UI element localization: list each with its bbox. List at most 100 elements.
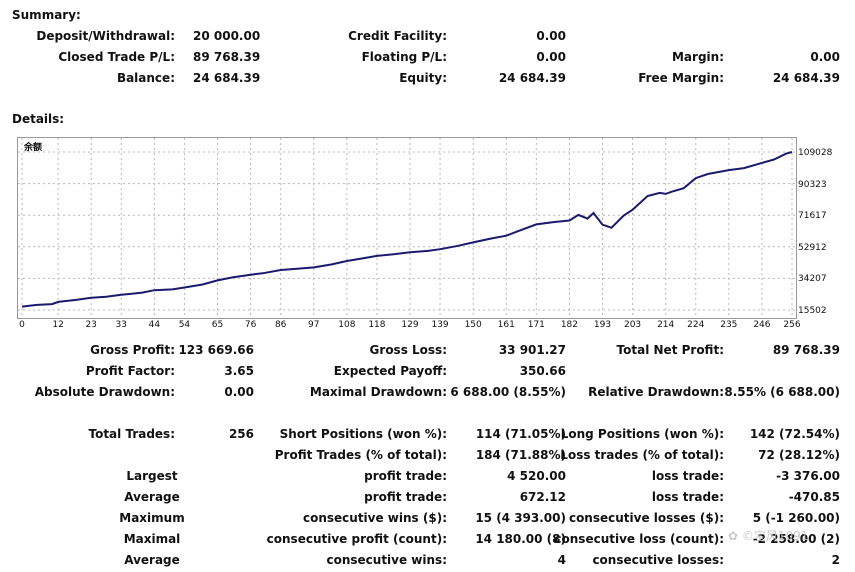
- details-label: Total Net Profit:: [616, 343, 724, 357]
- details-label: profit trade:: [364, 490, 447, 504]
- details-value: 15 (4 393.00): [475, 511, 566, 525]
- x-tick-label: 0: [19, 320, 25, 330]
- details-value: 184 (71.88%): [475, 448, 566, 462]
- x-tick-label: 54: [178, 320, 191, 330]
- details-value: 2: [831, 553, 840, 567]
- details-value: 8.55% (6 688.00): [724, 385, 840, 399]
- y-tick-label: 71617: [798, 211, 827, 222]
- x-tick-label: 65: [211, 320, 224, 330]
- x-tick-label: 246: [753, 320, 771, 330]
- details-value: 4 520.00: [507, 469, 566, 483]
- details-label: loss trade:: [651, 490, 724, 504]
- details-label: Short Positions (won %):: [279, 427, 447, 441]
- x-tick-label: 139: [431, 320, 449, 330]
- summary-value: 0.00: [810, 50, 840, 64]
- details-label: Expected Payoff:: [333, 364, 447, 378]
- details-label: Gross Profit:: [90, 343, 175, 357]
- summary-value: 0.00: [536, 50, 566, 64]
- details-label: consecutive losses:: [592, 553, 724, 567]
- details-label: loss trade:: [651, 469, 724, 483]
- details-label: consecutive losses ($):: [568, 511, 724, 525]
- details-title: Details:: [12, 112, 65, 126]
- details-label: Profit Trades (% of total):: [274, 448, 447, 462]
- details-row-label: Maximum: [119, 511, 185, 525]
- details-row-label: Average: [124, 553, 180, 567]
- x-tick-label: 44: [148, 320, 161, 330]
- summary-value: 24 684.39: [772, 71, 840, 85]
- details-label: Gross Loss:: [369, 343, 447, 357]
- x-tick-label: 150: [464, 320, 482, 330]
- summary-label: Closed Trade P/L:: [58, 50, 175, 64]
- details-value: 5 (-1 260.00): [752, 511, 840, 525]
- x-tick-label: 129: [401, 320, 419, 330]
- details-value: 6 688.00 (8.55%): [450, 385, 566, 399]
- summary-value: 20 000.00: [193, 29, 261, 43]
- details-label: Total Trades:: [88, 427, 175, 441]
- x-tick-label: 33: [115, 320, 127, 330]
- details-label: consecutive wins:: [326, 553, 447, 567]
- details-label: Loss trades (% of total):: [560, 448, 724, 462]
- summary-value: 0.00: [536, 29, 566, 43]
- details-label: Maximal Drawdown:: [309, 385, 447, 399]
- x-tick-label: 182: [560, 320, 579, 330]
- details-value: 72 (28.12%): [758, 448, 840, 462]
- y-tick-label: 34207: [798, 274, 827, 285]
- details-value: -3 376.00: [776, 469, 840, 483]
- details-label: consecutive profit (count):: [266, 532, 447, 546]
- summary-value: 24 684.39: [193, 71, 261, 85]
- x-tick-label: 214: [657, 320, 675, 330]
- details-value: -470.85: [788, 490, 840, 504]
- chart-title: 余额: [23, 141, 42, 153]
- y-tick-label: 90323: [798, 179, 827, 190]
- summary-label: Free Margin:: [638, 71, 724, 85]
- x-tick-label: 193: [593, 320, 612, 330]
- x-tick-label: 108: [338, 320, 356, 330]
- details-value: 89 768.39: [772, 343, 840, 357]
- x-tick-label: 76: [244, 320, 257, 330]
- x-tick-label: 203: [623, 320, 642, 330]
- summary-label: Deposit/Withdrawal:: [36, 29, 175, 43]
- details-label: Profit Factor:: [85, 364, 175, 378]
- details-value: 672.12: [519, 490, 566, 504]
- y-tick-label: 15502: [798, 306, 827, 316]
- details-value: 123 669.66: [178, 343, 254, 357]
- details-value: 33 901.27: [498, 343, 566, 357]
- summary-label: Margin:: [671, 50, 724, 64]
- x-tick-label: 171: [527, 320, 545, 330]
- summary-label: Floating P/L:: [361, 50, 447, 64]
- summary-value: 24 684.39: [498, 71, 566, 85]
- details-row-label: Largest: [126, 469, 178, 483]
- x-tick-label: 161: [497, 320, 515, 330]
- details-label: Long Positions (won %):: [560, 427, 724, 441]
- details-label: Relative Drawdown:: [588, 385, 724, 399]
- details-value: 3.65: [224, 364, 254, 378]
- details-label: Absolute Drawdown:: [34, 385, 175, 399]
- details-label: consecutive loss (count):: [554, 532, 724, 546]
- x-tick-label: 235: [720, 320, 738, 330]
- x-tick-label: 86: [274, 320, 287, 330]
- details-label: consecutive wins ($):: [302, 511, 447, 525]
- details-value: 0.00: [224, 385, 254, 399]
- x-tick-label: 23: [85, 320, 97, 330]
- x-tick-label: 12: [52, 320, 64, 330]
- summary-title: Summary:: [12, 8, 81, 22]
- y-tick-label: 52912: [798, 242, 827, 253]
- details-value: 142 (72.54%): [749, 427, 840, 441]
- details-label: profit trade:: [364, 469, 447, 483]
- details-row-label: Average: [124, 490, 180, 504]
- balance-chart: 余额: [17, 137, 797, 319]
- balance-line: [21, 151, 793, 308]
- details-value: 4: [557, 553, 566, 567]
- x-tick-label: 118: [368, 320, 386, 330]
- summary-label: Equity:: [399, 71, 447, 85]
- summary-label: Balance:: [116, 71, 175, 85]
- y-tick-label: 109028: [798, 148, 833, 158]
- summary-value: 89 768.39: [193, 50, 261, 64]
- x-tick-label: 224: [687, 320, 705, 330]
- balance-chart-svg: 余额: [18, 138, 796, 318]
- details-row-label: Maximal: [123, 532, 181, 546]
- details-value: 14 180.00 (8): [475, 532, 566, 546]
- details-value: 256: [228, 427, 254, 441]
- x-tick-label: 256: [783, 320, 801, 330]
- details-value: -2 258.00 (2): [752, 532, 840, 546]
